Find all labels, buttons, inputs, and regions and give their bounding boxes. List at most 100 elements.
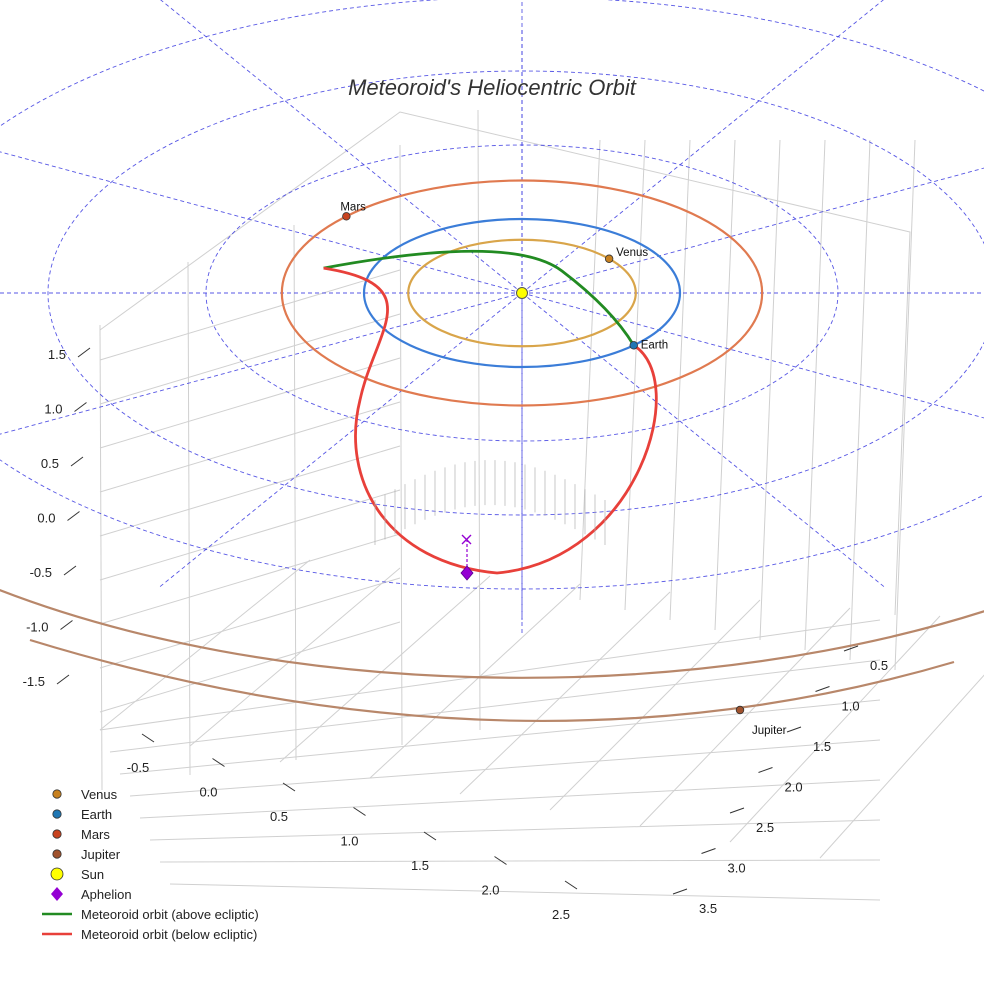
back-grid-line	[99, 357, 401, 449]
z-tick-label: -1.0	[26, 620, 48, 635]
aphelion-projection-marker	[461, 534, 472, 545]
y-tick-mark	[786, 726, 802, 733]
side-grid-line	[669, 139, 691, 621]
legend: Venus Earth Mars Jupiter Sun Aphelion Meteoroi…	[42, 787, 259, 942]
x-tick-label: 0.0	[199, 785, 217, 800]
legend-label: Meteoroid orbit (below ecliptic)	[81, 927, 257, 942]
meteoroid-orbit-below	[323, 266, 658, 575]
floor-grid-line	[99, 559, 311, 731]
legend-marker	[52, 809, 62, 819]
z-tick-mark	[77, 347, 91, 358]
floor-grid-line	[99, 619, 881, 731]
legend-item: Sun	[50, 867, 104, 882]
floor-grid-line	[279, 575, 491, 763]
x-tick-label: 2.0	[481, 883, 499, 898]
ecliptic-spoke	[521, 292, 886, 589]
planet-label-mars: Mars	[340, 201, 366, 213]
orbits	[0, 179, 984, 723]
legend-item: Aphelion	[51, 887, 132, 902]
floor-grid-line	[159, 859, 881, 863]
z-tick-mark	[56, 674, 70, 685]
back-grid-line	[293, 224, 297, 761]
floor-grid-line	[169, 883, 881, 901]
ecliptic-spoke	[0, 292, 523, 435]
z-tick-mark	[70, 456, 84, 467]
markers: Venus Earth Mars Jupiter	[340, 201, 786, 737]
x-tick-mark	[353, 807, 366, 816]
legend-item: Jupiter	[52, 847, 121, 862]
y-tick-label: 2.0	[785, 780, 803, 795]
ecliptic-spoke	[158, 292, 523, 589]
aphelion-marker	[460, 565, 474, 581]
floor-grid-line	[639, 607, 851, 827]
ecliptic-spoke	[160, 0, 523, 294]
floor-grid-line	[819, 674, 984, 859]
z-tick-label: 0.0	[37, 511, 55, 526]
y-tick-label: 1.0	[842, 699, 860, 714]
side-grid-line	[579, 139, 601, 601]
legend-item: Mars	[52, 827, 110, 842]
legend-marker	[52, 829, 62, 839]
ecliptic-spoke	[521, 0, 884, 294]
back-grid-line	[99, 533, 401, 625]
back-grid-line	[187, 261, 191, 776]
legend-item: Meteoroid orbit (below ecliptic)	[42, 927, 257, 942]
x-tick-mark	[141, 733, 155, 743]
legend-marker	[50, 867, 64, 881]
floor-grid-line	[729, 615, 941, 843]
side-grid-line	[759, 139, 781, 641]
x-tick-mark	[494, 856, 507, 865]
ecliptic-ring	[47, 70, 984, 516]
side-grid-line	[714, 139, 736, 631]
legend-label: Mars	[81, 827, 110, 842]
y-tick-mark	[843, 645, 859, 652]
legend-label: Venus	[81, 787, 118, 802]
planet-jupiter-marker	[735, 705, 745, 715]
back-grid-line	[99, 577, 401, 669]
side-grid-line	[624, 139, 646, 611]
orbit-earth	[362, 217, 682, 369]
z-tick-mark	[60, 620, 73, 630]
legend-label: Aphelion	[81, 887, 132, 902]
side-grid-line	[849, 139, 871, 661]
legend-label: Meteoroid orbit (above ecliptic)	[81, 907, 259, 922]
sun-marker	[516, 287, 528, 299]
axis-box-edge	[99, 111, 911, 616]
x-tick-mark	[282, 782, 296, 792]
floor-grid-line	[369, 583, 581, 779]
y-tick-label: 2.5	[756, 820, 774, 835]
orbit-venus	[407, 238, 637, 348]
x-tick-label: 2.5	[552, 907, 570, 922]
legend-label: Earth	[81, 807, 112, 822]
axis-box-grid	[99, 109, 984, 901]
planet-venus-marker	[604, 254, 614, 263]
z-tick-label: -1.5	[23, 674, 45, 689]
legend-item: Venus	[52, 787, 118, 802]
z-tick-label: -0.5	[30, 565, 52, 580]
x-tick-mark	[212, 758, 225, 767]
ecliptic-spoke	[521, 292, 984, 419]
planet-label-earth: Earth	[641, 339, 669, 351]
x-tick-mark	[423, 831, 437, 841]
y-tick-label: 0.5	[870, 658, 888, 673]
legend-item: Meteoroid orbit (above ecliptic)	[42, 907, 259, 922]
x-tick-label: 0.5	[270, 809, 288, 824]
x-tick-label: 1.5	[411, 858, 429, 873]
z-tick-label: 1.5	[48, 347, 66, 362]
floor-grid-line	[549, 599, 761, 811]
y-tick-mark	[729, 807, 745, 814]
back-grid-line	[99, 313, 401, 405]
ecliptic-spoke	[521, 167, 984, 294]
z-tick-mark	[74, 402, 87, 412]
z-tick-mark	[67, 511, 80, 521]
y-tick-label: 3.5	[699, 901, 717, 916]
planet-mars-marker	[342, 212, 351, 221]
legend-item: Earth	[52, 807, 112, 822]
floor-grid-line	[459, 591, 671, 795]
planet-label-jupiter: Jupiter	[752, 725, 787, 737]
x-tick-label: -0.5	[127, 760, 149, 775]
back-grid-line	[99, 445, 401, 537]
planet-label-venus: Venus	[616, 247, 648, 259]
y-tick-mark	[672, 888, 688, 895]
